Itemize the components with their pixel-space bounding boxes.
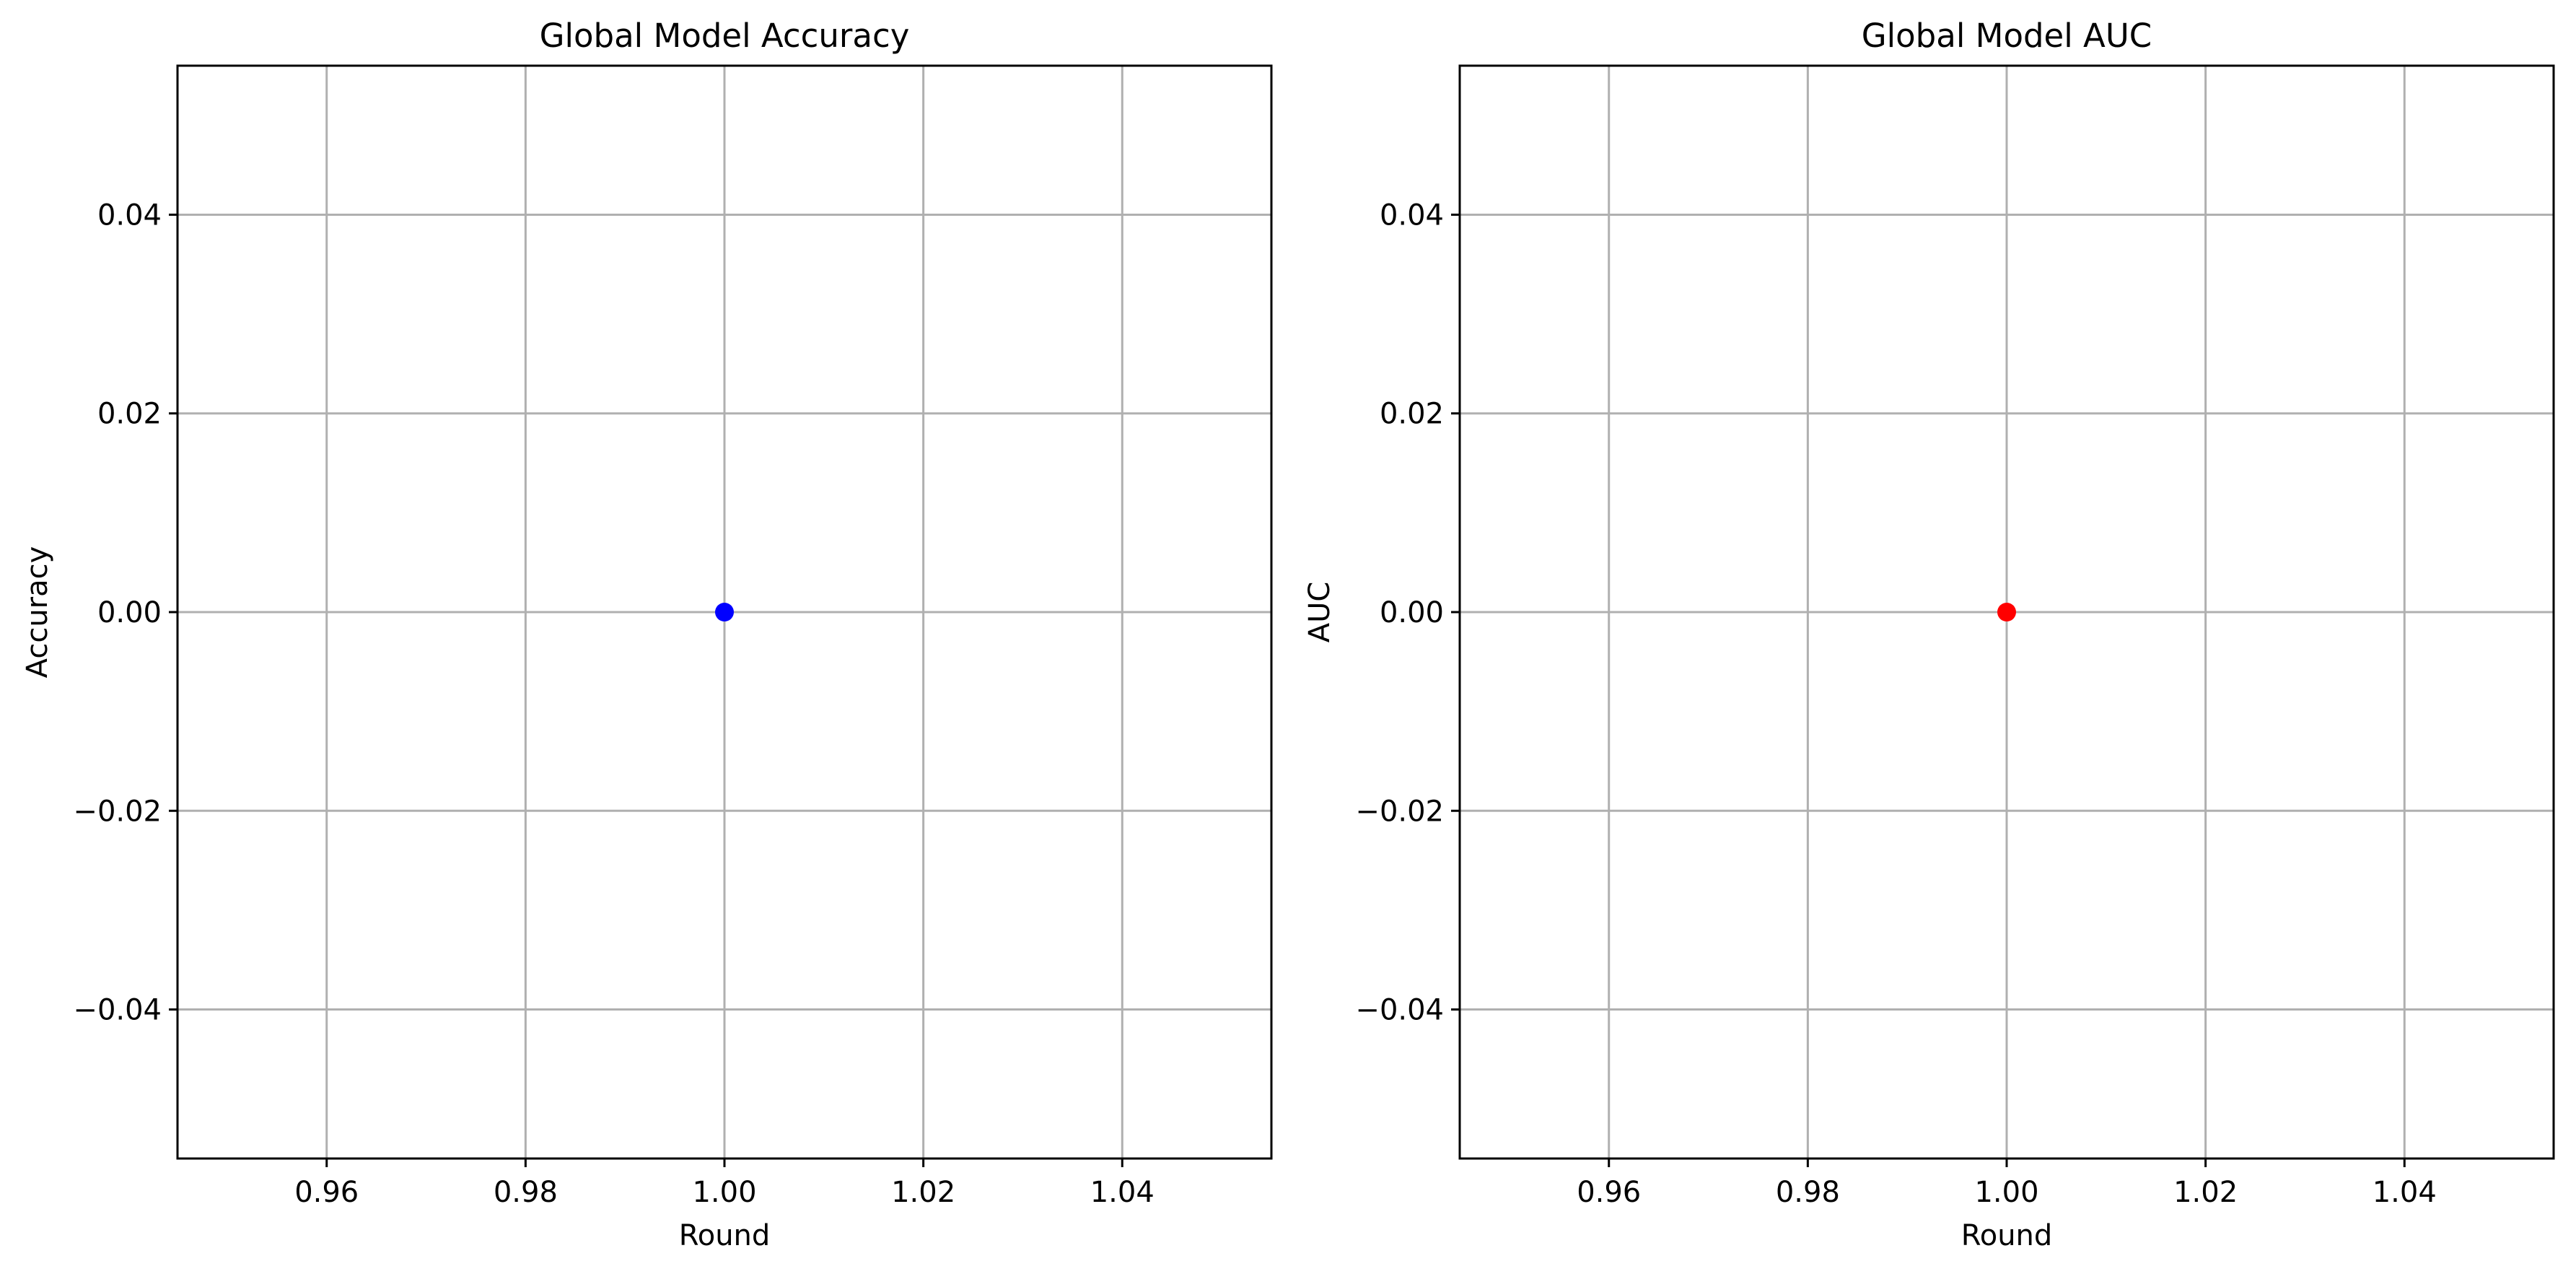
auc-y-tick-label: 0.00 bbox=[1380, 596, 1444, 629]
accuracy-x-tick-label: 1.04 bbox=[1090, 1176, 1155, 1209]
accuracy-data-point bbox=[715, 603, 734, 621]
accuracy-points bbox=[715, 603, 734, 621]
auc-y-axis-label: AUC bbox=[1303, 582, 1336, 643]
accuracy-y-tick-label: 0.02 bbox=[97, 398, 162, 431]
auc-x-tick-label: 1.00 bbox=[1974, 1176, 2038, 1209]
accuracy-y-tick-label: 0.04 bbox=[97, 198, 162, 232]
accuracy-y-tick-label: 0.00 bbox=[97, 596, 162, 629]
accuracy-ticks: 0.96 0.98 1.00 1.02 1.04 −0.04 −0.02 0.00 0.02 0.… bbox=[73, 198, 1154, 1209]
accuracy-title: Global Model Accuracy bbox=[540, 17, 910, 55]
auc-x-tick-label: 1.04 bbox=[2373, 1176, 2437, 1209]
auc-x-axis-label: Round bbox=[1961, 1219, 2053, 1252]
auc-y-tick-label: −0.04 bbox=[1355, 994, 1444, 1027]
auc-x-tick-label: 1.02 bbox=[2173, 1176, 2238, 1209]
auc-panel: Global Model AUC 0.96 0.98 1.00 1.02 1.04 −0.… bbox=[1303, 17, 2555, 1252]
auc-data-point bbox=[1997, 603, 2016, 621]
auc-x-tick-label: 0.96 bbox=[1577, 1176, 1641, 1209]
auc-y-tick-label: 0.04 bbox=[1380, 198, 1444, 232]
auc-y-tick-label: −0.02 bbox=[1355, 795, 1444, 828]
accuracy-y-tick-label: −0.04 bbox=[73, 994, 162, 1027]
accuracy-x-axis-label: Round bbox=[679, 1219, 771, 1252]
auc-ticks: 0.96 0.98 1.00 1.02 1.04 −0.04 −0.02 0.00 0.02 0.… bbox=[1355, 198, 2436, 1209]
accuracy-x-tick-label: 1.02 bbox=[891, 1176, 955, 1209]
accuracy-y-axis-label: Accuracy bbox=[21, 546, 54, 679]
accuracy-x-tick-label: 1.00 bbox=[692, 1176, 756, 1209]
accuracy-x-tick-label: 0.98 bbox=[494, 1176, 558, 1209]
auc-points bbox=[1997, 603, 2016, 621]
auc-y-tick-label: 0.02 bbox=[1380, 398, 1444, 431]
accuracy-y-tick-label: −0.02 bbox=[73, 795, 162, 828]
accuracy-panel: Global Model Accuracy 0.96 0.98 1.00 1.02 1.… bbox=[21, 17, 1273, 1252]
auc-title: Global Model AUC bbox=[1862, 17, 2152, 55]
accuracy-x-tick-label: 0.96 bbox=[294, 1176, 359, 1209]
auc-x-tick-label: 0.98 bbox=[1776, 1176, 1840, 1209]
